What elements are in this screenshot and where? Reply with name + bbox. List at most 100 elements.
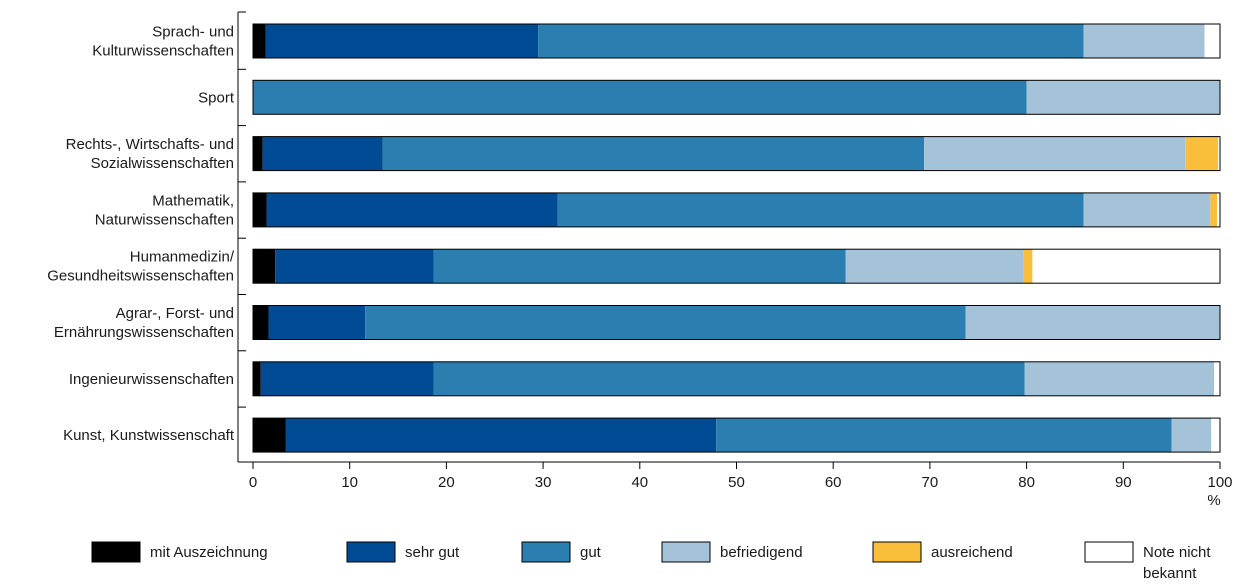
bar-segment [262, 136, 383, 171]
legend-swatch [521, 541, 571, 563]
legend-label: befriedigend [720, 544, 803, 561]
bar-segment [716, 418, 1172, 453]
bar-segment [275, 249, 434, 284]
legend-label-line: mit Auszeichnung [150, 544, 268, 561]
bar-segment [253, 24, 266, 58]
bar-segment [965, 305, 1220, 340]
x-tick-label: 10 [341, 474, 358, 491]
bar-segment [253, 80, 1027, 115]
legend-swatch [1084, 541, 1134, 563]
bar-outline [252, 136, 1221, 172]
bar-segment [433, 361, 1025, 396]
category-label-line: Sprach- und [152, 24, 234, 41]
category-label-line: Naturwissenschaften [95, 211, 234, 228]
legend-label: sehr gut [405, 544, 460, 561]
category-label-line: Sozialwissenschaften [91, 155, 234, 172]
bar-segment [845, 249, 1024, 284]
bar-segment [260, 361, 434, 396]
legend-swatch [346, 541, 396, 563]
legend-label-line: bekannt [1143, 565, 1197, 582]
x-tick-label: 90 [1115, 474, 1132, 491]
bar-segment [253, 361, 261, 396]
category-label: Ingenieurwissenschaften [69, 371, 234, 388]
category-label: Agrar-, Forst- und Ernährungswissenschaft… [54, 305, 234, 341]
category-label: Sport [198, 89, 235, 106]
bar-segment [1083, 24, 1205, 58]
bar-outline [252, 417, 1221, 453]
bar-segment [924, 136, 1186, 171]
bar-outline [252, 23, 1221, 59]
category-label-line: Sport [198, 89, 235, 106]
legend-label-line: sehr gut [405, 544, 460, 561]
bar-segment [253, 192, 267, 227]
bars [252, 23, 1221, 453]
legend: mit Auszeichnung sehr gut gut befriedigend a… [91, 541, 1211, 582]
bar-segment [265, 24, 539, 58]
category-label-line: Rechts-, Wirtschafts- und [66, 136, 234, 153]
legend-label-line: Note nicht [1143, 544, 1211, 561]
x-tick-label: 0 [249, 474, 257, 491]
legend-label: Note nicht bekannt [1143, 544, 1211, 582]
bar-segment [1185, 136, 1219, 171]
legend-label: gut [580, 544, 602, 561]
x-axis-unit: % [1207, 492, 1220, 509]
category-label-line: Mathematik, [152, 192, 234, 209]
x-tick-label: 100 [1207, 474, 1232, 491]
bar-segment [1083, 192, 1211, 227]
bar-segment [253, 305, 269, 340]
category-label-line: Gesundheitswissenschaften [47, 268, 234, 285]
bar-segment [1218, 136, 1220, 171]
legend-swatch [91, 541, 141, 563]
x-tick-label: 40 [631, 474, 648, 491]
legend-swatch [661, 541, 711, 563]
bar-segment [1217, 192, 1220, 227]
bar-segment [253, 136, 263, 171]
category-labels: Sprach- und Kulturwissenschaften Sport Rech… [47, 24, 235, 445]
bar-segment [365, 305, 966, 340]
bar-segment [433, 249, 846, 284]
category-label: Mathematik, Naturwissenschaften [95, 192, 234, 228]
x-axis: 0 10 20 30 40 50 60 70 80 90 100% [237, 11, 1233, 509]
x-tick-label: 70 [922, 474, 939, 491]
category-label-line: Kunst, Kunstwissenschaft [63, 427, 235, 444]
bar-segment [1024, 361, 1215, 396]
bar-outline [252, 192, 1221, 228]
bar-segment [1026, 80, 1220, 115]
bar-segment [1211, 418, 1220, 453]
bar-outline [252, 79, 1221, 115]
legend-label: ausreichend [931, 544, 1013, 561]
bar-segment [1023, 249, 1033, 284]
bar-outline [252, 305, 1221, 340]
bar-segment [1171, 418, 1212, 453]
category-label: Kunst, Kunstwissenschaft [63, 427, 235, 444]
legend-label: mit Auszeichnung [150, 544, 268, 561]
legend-label-line: gut [580, 544, 602, 561]
bar-segment [557, 192, 1084, 227]
category-label: Rechts-, Wirtschafts- und Sozialwissensch… [66, 136, 234, 172]
bar-outline [252, 248, 1221, 284]
bar-segment [253, 418, 286, 453]
bar-segment [1204, 24, 1220, 58]
category-label-line: Ernährungswissenschaften [54, 324, 234, 341]
x-tick-label: 80 [1018, 474, 1035, 491]
x-tick-label: 20 [438, 474, 455, 491]
x-tick-label: 30 [535, 474, 552, 491]
legend-swatch [872, 541, 922, 563]
legend-label-line: ausreichend [931, 544, 1013, 561]
bar-segment [285, 418, 717, 453]
bar-segment [1214, 361, 1220, 396]
x-tick-label: 60 [825, 474, 842, 491]
bar-segment [382, 136, 925, 171]
bar-segment [1210, 192, 1218, 227]
category-label: Humanmedizin/Gesundheitswissenschaften [47, 249, 235, 285]
bar-segment [266, 192, 558, 227]
bar-outline [252, 361, 1221, 397]
category-label-line: Agrar-, Forst- und [116, 305, 234, 322]
category-label-line: Ingenieurwissenschaften [69, 371, 234, 388]
bar-segment [1032, 249, 1220, 284]
category-label-line: Kulturwissenschaften [92, 43, 234, 60]
bar-segment [538, 24, 1084, 58]
legend-label-line: befriedigend [720, 544, 803, 561]
x-tick-label: 50 [728, 474, 745, 491]
